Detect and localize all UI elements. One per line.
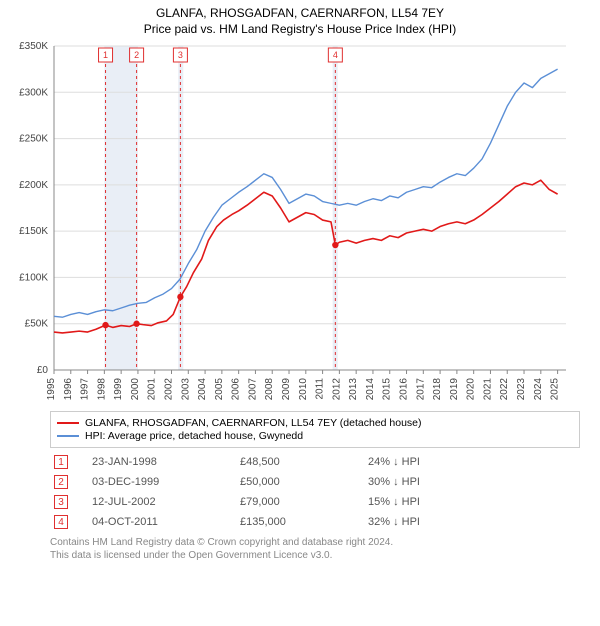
transaction-price: £48,500 [236, 452, 364, 472]
transaction-date: 12-JUL-2002 [88, 492, 236, 512]
transaction-marker: 2 [54, 475, 68, 489]
transaction-pct: 32% ↓ HPI [364, 512, 580, 532]
legend-item: GLANFA, RHOSGADFAN, CAERNARFON, LL54 7EY… [57, 417, 573, 429]
svg-text:2019: 2019 [449, 378, 460, 400]
svg-text:2020: 2020 [466, 378, 477, 400]
transaction-price: £135,000 [236, 512, 364, 532]
svg-text:1996: 1996 [63, 378, 74, 400]
svg-text:2005: 2005 [214, 378, 225, 400]
svg-text:2010: 2010 [298, 378, 309, 400]
transactions-table: 1 23-JAN-1998£48,50024% ↓ HPI 2 03-DEC-1999… [50, 452, 580, 532]
svg-text:£100K: £100K [19, 272, 48, 283]
transaction-price: £50,000 [236, 472, 364, 492]
svg-text:2017: 2017 [415, 378, 426, 400]
legend-item: HPI: Average price, detached house, Gwyn… [57, 430, 573, 442]
transaction-price: £79,000 [236, 492, 364, 512]
svg-text:2002: 2002 [164, 378, 175, 400]
legend-swatch [57, 435, 79, 437]
transaction-marker: 1 [54, 455, 68, 469]
svg-text:2015: 2015 [382, 378, 393, 400]
svg-text:1: 1 [103, 50, 108, 60]
svg-text:2024: 2024 [533, 378, 544, 400]
table-row: 2 03-DEC-1999£50,00030% ↓ HPI [50, 472, 580, 492]
transaction-marker: 4 [54, 515, 68, 529]
svg-text:3: 3 [178, 50, 183, 60]
svg-text:2022: 2022 [499, 378, 510, 400]
svg-text:2009: 2009 [281, 378, 292, 400]
svg-text:2003: 2003 [180, 378, 191, 400]
svg-text:2023: 2023 [516, 378, 527, 400]
transaction-marker: 3 [54, 495, 68, 509]
svg-text:4: 4 [333, 50, 338, 60]
svg-text:2013: 2013 [348, 378, 359, 400]
svg-text:2006: 2006 [231, 378, 242, 400]
svg-text:2: 2 [134, 50, 139, 60]
svg-text:£150K: £150K [19, 226, 48, 237]
footer-line-1: Contains HM Land Registry data © Crown c… [50, 536, 580, 549]
svg-text:2021: 2021 [482, 378, 493, 400]
transaction-pct: 24% ↓ HPI [364, 452, 580, 472]
svg-text:1995: 1995 [46, 378, 57, 400]
transaction-pct: 30% ↓ HPI [364, 472, 580, 492]
svg-text:2008: 2008 [264, 378, 275, 400]
svg-text:£200K: £200K [19, 180, 48, 191]
legend-label: GLANFA, RHOSGADFAN, CAERNARFON, LL54 7EY… [85, 417, 422, 429]
legend-swatch [57, 422, 79, 424]
chart-title: GLANFA, RHOSGADFAN, CAERNARFON, LL54 7EY [0, 6, 600, 20]
svg-text:2007: 2007 [247, 378, 258, 400]
transaction-date: 03-DEC-1999 [88, 472, 236, 492]
transaction-date: 23-JAN-1998 [88, 452, 236, 472]
chart-subtitle: Price paid vs. HM Land Registry's House … [0, 22, 600, 36]
table-row: 3 12-JUL-2002£79,00015% ↓ HPI [50, 492, 580, 512]
svg-text:£0: £0 [37, 365, 49, 376]
chart-area: £0 £50K £100K £150K £200K £250K £300K £350K 1995… [10, 40, 590, 405]
svg-text:2004: 2004 [197, 378, 208, 400]
svg-text:2014: 2014 [365, 378, 376, 400]
svg-text:£250K: £250K [19, 134, 48, 145]
table-row: 1 23-JAN-1998£48,50024% ↓ HPI [50, 452, 580, 472]
svg-text:2012: 2012 [331, 378, 342, 400]
svg-text:1997: 1997 [80, 378, 91, 400]
legend: GLANFA, RHOSGADFAN, CAERNARFON, LL54 7EY… [50, 411, 580, 448]
line-chart: £0 £50K £100K £150K £200K £250K £300K £350K 1995… [10, 40, 570, 400]
svg-text:2016: 2016 [399, 378, 410, 400]
footer-attribution: Contains HM Land Registry data © Crown c… [50, 536, 580, 562]
svg-text:1998: 1998 [96, 378, 107, 400]
svg-text:2018: 2018 [432, 378, 443, 400]
svg-text:2000: 2000 [130, 378, 141, 400]
footer-line-2: This data is licensed under the Open Gov… [50, 549, 580, 562]
svg-text:£300K: £300K [19, 87, 48, 98]
transaction-date: 04-OCT-2011 [88, 512, 236, 532]
legend-label: HPI: Average price, detached house, Gwyn… [85, 430, 303, 442]
svg-text:£350K: £350K [19, 41, 48, 52]
svg-text:£50K: £50K [25, 319, 49, 330]
transaction-pct: 15% ↓ HPI [364, 492, 580, 512]
svg-text:2011: 2011 [315, 378, 326, 400]
svg-text:2025: 2025 [550, 378, 561, 400]
svg-text:1999: 1999 [113, 378, 124, 400]
svg-text:2001: 2001 [147, 378, 158, 400]
table-row: 4 04-OCT-2011£135,00032% ↓ HPI [50, 512, 580, 532]
